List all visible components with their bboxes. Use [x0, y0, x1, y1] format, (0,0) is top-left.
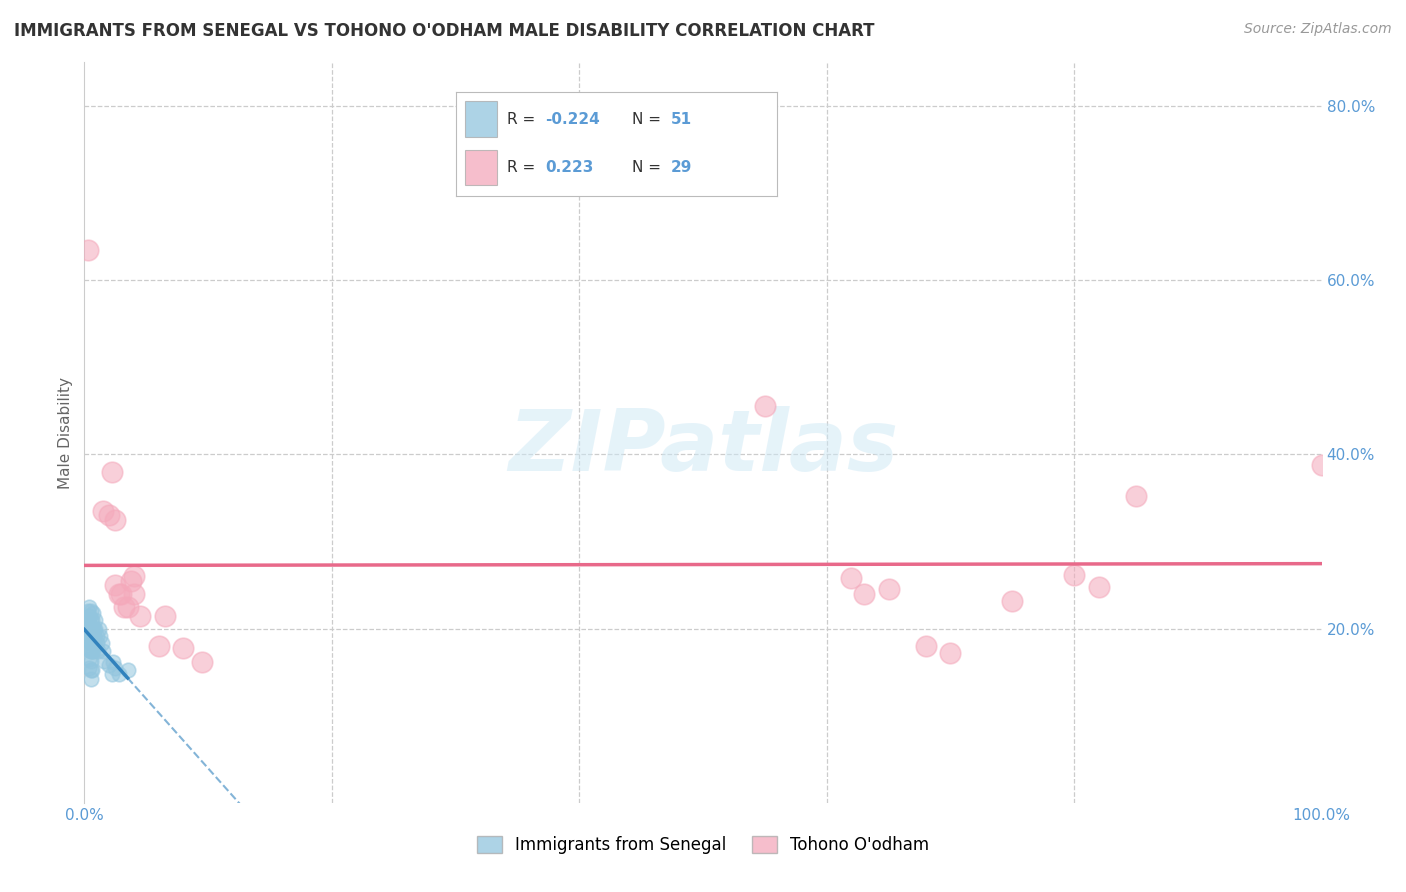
Point: [112, 599, 135, 614]
Point: [82, 636, 104, 650]
Point: [104, 513, 127, 527]
Point: [80, 613, 103, 627]
Point: [110, 587, 132, 601]
Point: [754, 400, 776, 414]
Point: [79, 634, 101, 648]
Point: [1310, 458, 1333, 472]
Point: [852, 587, 875, 601]
Point: [79, 613, 101, 627]
Point: [98, 658, 121, 673]
Point: [914, 639, 936, 653]
Point: [79, 672, 101, 686]
Point: [1125, 489, 1147, 503]
Point: [82, 629, 104, 643]
Y-axis label: Male Disability: Male Disability: [58, 376, 73, 489]
Point: [841, 571, 863, 585]
Point: [877, 582, 900, 597]
Point: [89, 629, 111, 643]
Text: Source: ZipAtlas.com: Source: ZipAtlas.com: [1244, 22, 1392, 37]
Point: [80, 644, 103, 658]
Point: [100, 465, 122, 479]
Point: [79, 664, 101, 678]
Text: ZIPatlas: ZIPatlas: [508, 406, 898, 489]
Point: [939, 646, 962, 660]
Point: [82, 606, 104, 620]
Point: [89, 622, 111, 636]
Point: [98, 508, 121, 523]
Point: [86, 636, 108, 650]
Point: [120, 574, 142, 588]
Point: [172, 640, 194, 655]
Point: [108, 666, 131, 681]
Point: [83, 622, 105, 636]
Point: [80, 664, 103, 678]
Point: [79, 626, 101, 640]
Point: [129, 608, 152, 623]
Point: [79, 617, 101, 632]
Point: [91, 504, 114, 518]
Point: [87, 644, 110, 658]
Point: [79, 599, 101, 614]
Point: [80, 629, 103, 643]
Point: [79, 622, 101, 636]
Point: [86, 629, 108, 643]
Point: [79, 604, 101, 618]
Point: [79, 629, 101, 643]
Point: [117, 599, 139, 614]
Point: [101, 655, 124, 669]
Point: [104, 661, 127, 675]
Legend: Immigrants from Senegal, Tohono O'odham: Immigrants from Senegal, Tohono O'odham: [471, 830, 935, 861]
Point: [79, 652, 101, 666]
Point: [79, 608, 101, 623]
Point: [117, 663, 139, 677]
Point: [153, 608, 176, 623]
Point: [82, 622, 104, 636]
Point: [1063, 567, 1085, 582]
Point: [84, 613, 107, 627]
Point: [83, 636, 105, 650]
Point: [148, 639, 170, 653]
Point: [77, 604, 100, 618]
Text: IMMIGRANTS FROM SENEGAL VS TOHONO O'ODHAM MALE DISABILITY CORRELATION CHART: IMMIGRANTS FROM SENEGAL VS TOHONO O'ODHA…: [14, 22, 875, 40]
Point: [79, 661, 101, 675]
Point: [77, 613, 100, 627]
Point: [108, 587, 131, 601]
Point: [83, 629, 105, 643]
Point: [77, 622, 100, 636]
Point: [104, 578, 127, 592]
Point: [79, 654, 101, 668]
Point: [79, 636, 101, 650]
Point: [79, 644, 101, 658]
Point: [79, 643, 101, 657]
Point: [82, 644, 104, 658]
Point: [100, 666, 122, 681]
Point: [91, 644, 114, 658]
Point: [122, 569, 145, 583]
Point: [80, 636, 103, 650]
Point: [1001, 593, 1024, 607]
Point: [1088, 580, 1111, 594]
Point: [84, 622, 107, 636]
Point: [191, 655, 214, 669]
Point: [77, 630, 100, 644]
Point: [77, 243, 100, 257]
Point: [93, 654, 115, 668]
Point: [90, 636, 112, 650]
Point: [80, 622, 103, 636]
Point: [122, 587, 145, 601]
